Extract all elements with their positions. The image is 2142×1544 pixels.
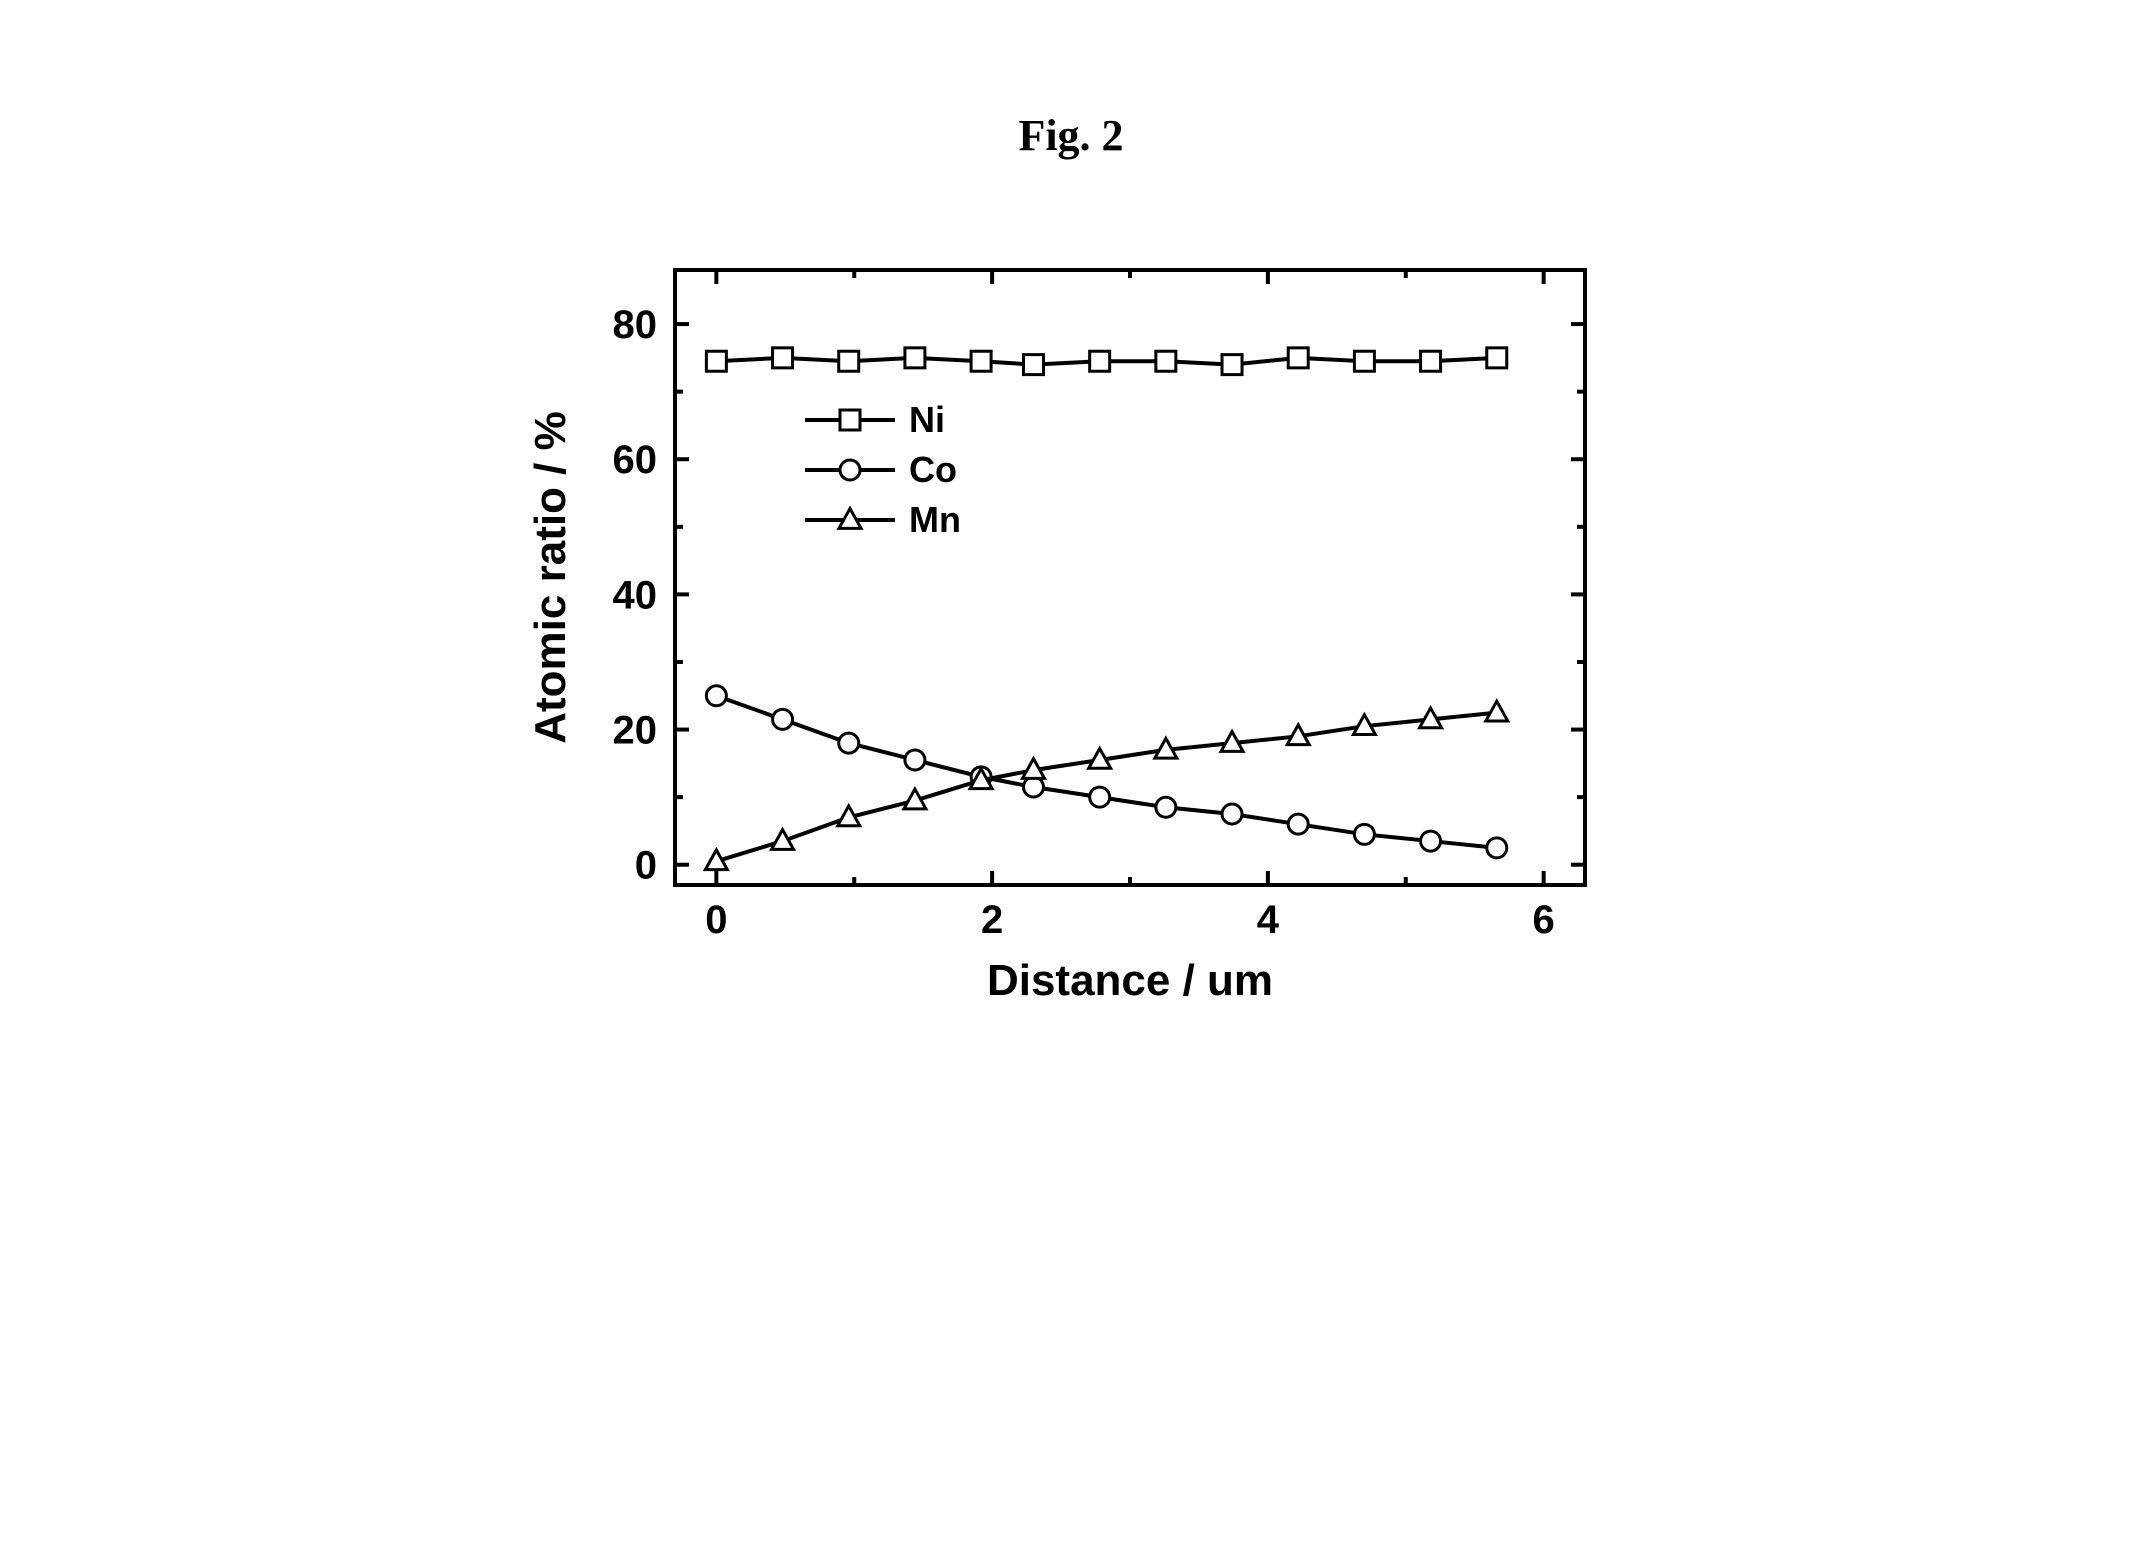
legend-label-co: Co: [909, 449, 957, 490]
y-tick-label: 20: [613, 709, 658, 753]
x-axis-label: Distance / um: [987, 956, 1273, 1005]
chart-svg: 0246020406080Distance / umAtomic ratio /…: [490, 250, 1620, 1030]
legend-label-mn: Mn: [909, 499, 961, 540]
chart-container: 0246020406080Distance / umAtomic ratio /…: [490, 250, 1620, 1030]
legend: Ni Co Mn: [805, 399, 961, 540]
legend-label-ni: Ni: [909, 399, 945, 440]
x-tick-label: 2: [981, 898, 1003, 942]
figure-title: Fig. 2: [0, 110, 2142, 161]
x-tick-label: 6: [1533, 898, 1555, 942]
y-tick-label: 80: [613, 303, 658, 347]
x-tick-label: 0: [705, 898, 727, 942]
y-tick-label: 40: [613, 573, 658, 617]
y-axis-label: Atomic ratio / %: [526, 411, 575, 744]
y-tick-label: 0: [635, 844, 657, 888]
x-tick-label: 4: [1257, 898, 1280, 942]
y-tick-label: 60: [613, 438, 658, 482]
